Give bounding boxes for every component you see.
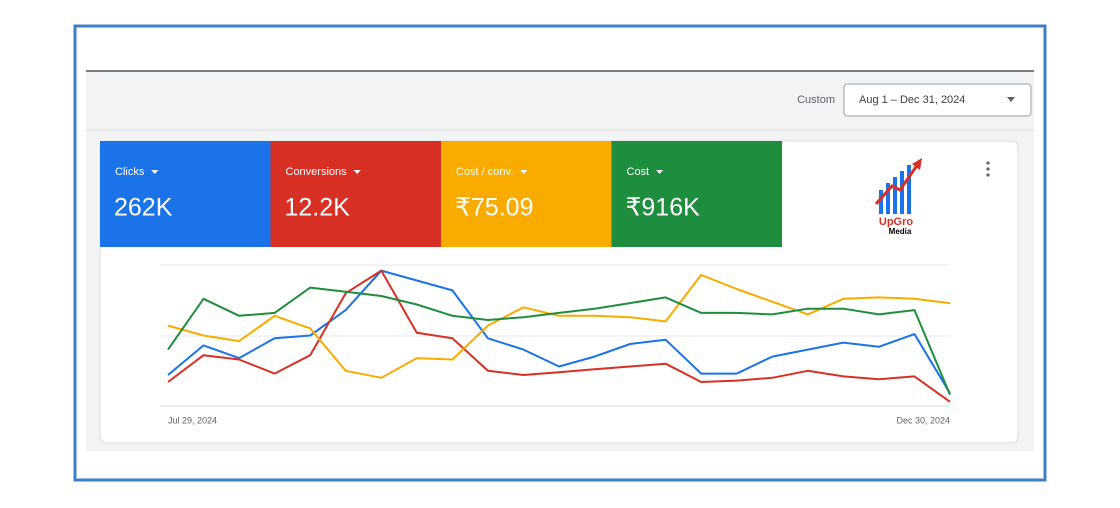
menu-dot	[986, 173, 990, 177]
metric-arrow	[656, 170, 664, 174]
logo-bar	[886, 183, 890, 214]
series-line	[167, 286, 951, 396]
logo-bar	[893, 177, 897, 214]
logo: UpGro Media	[874, 158, 922, 236]
series-line	[167, 269, 951, 403]
x-tick-label: Dec 30, 2024	[896, 415, 950, 425]
x-tick-label: Jul 29, 2024	[168, 415, 217, 425]
metric-value: 262K	[114, 194, 173, 222]
metric-value: 12.2K	[285, 194, 351, 222]
metric-label: Cost / conv.	[456, 166, 513, 178]
logo-sub: Media	[889, 227, 912, 236]
more-menu[interactable]	[986, 161, 990, 177]
metric-value: ₹916K	[626, 194, 701, 222]
menu-dot	[986, 161, 990, 165]
metric-tile[interactable]	[441, 141, 612, 247]
metric-tile[interactable]	[611, 141, 783, 247]
dropdown-arrow	[1007, 97, 1015, 102]
metric-label: Cost	[627, 166, 650, 178]
logo-brand: UpGro	[879, 216, 914, 228]
logo-arrow-head	[912, 158, 922, 170]
range-label: Custom	[797, 94, 835, 106]
metric-arrow	[151, 170, 159, 174]
logo-bar	[907, 165, 911, 214]
metric-tile[interactable]	[100, 141, 271, 247]
metric-value: ₹75.09	[455, 194, 533, 222]
metric-label: Clicks	[115, 166, 145, 178]
date-range: Aug 1 – Dec 31, 2024	[859, 94, 965, 106]
logo-bar	[900, 171, 904, 214]
logo-bar	[879, 190, 883, 214]
menu-dot	[986, 167, 990, 171]
series-line	[167, 269, 951, 394]
metric-arrow	[353, 170, 361, 174]
metric-tile[interactable]	[270, 141, 442, 247]
logo-arrow	[874, 163, 920, 205]
date-dropdown[interactable]	[843, 83, 1032, 117]
metric-arrow	[520, 170, 528, 174]
metric-label: Conversions	[286, 166, 348, 178]
